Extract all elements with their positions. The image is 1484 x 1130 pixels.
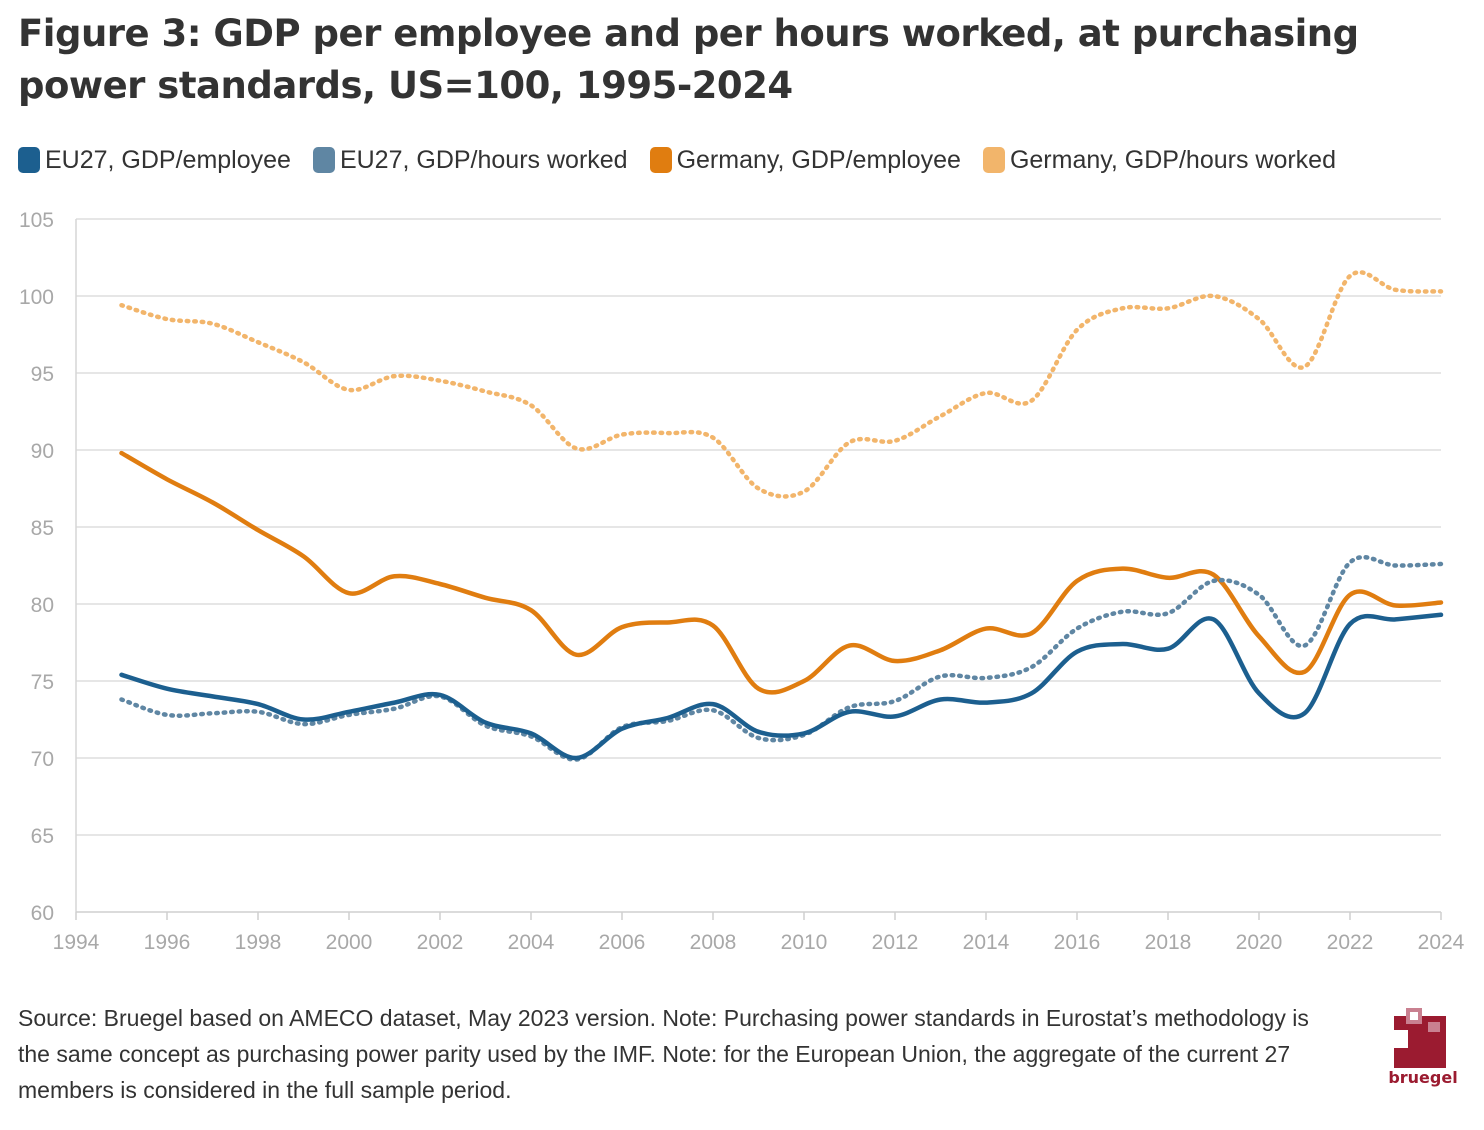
x-tick-label: 2014 <box>963 931 1010 954</box>
legend-item-germany-gdp-employee: Germany, GDP/employee <box>649 145 961 175</box>
series-line-germany-gdp-employee <box>119 450 1444 695</box>
x-tick-label: 2010 <box>781 931 828 954</box>
bruegel-logo-text: bruegel <box>1388 1068 1458 1087</box>
y-tick-label: 70 <box>31 748 54 771</box>
y-tick-label: 65 <box>31 825 54 848</box>
legend-swatch <box>982 147 1005 173</box>
x-tick-label: 1998 <box>235 931 282 954</box>
legend-item-eu27-gdp-hours: EU27, GDP/hours worked <box>312 145 628 175</box>
x-tick-label: 2016 <box>1054 931 1101 954</box>
axes: 60 65 70 75 80 85 90 95 100 105 1994 1996 1998 2000 20… <box>19 209 1465 954</box>
x-tick-label: 1994 <box>53 931 100 954</box>
legend-swatch <box>312 147 335 173</box>
x-tick-label: 2012 <box>872 931 919 954</box>
y-tick-label: 105 <box>19 209 54 232</box>
y-tick-label: 75 <box>31 671 54 694</box>
legend-item-germany-gdp-hours: Germany, GDP/hours worked <box>982 145 1336 175</box>
x-tick-label: 2004 <box>508 931 555 954</box>
gridlines <box>76 218 1441 836</box>
x-tick-label: 2002 <box>417 931 464 954</box>
line-chart: 60 65 70 75 80 85 90 95 100 105 1994 1996 1998 2000 20… <box>19 209 1465 954</box>
legend-label: EU27, GDP/employee <box>45 145 291 174</box>
legend-label: Germany, GDP/employee <box>676 145 961 174</box>
x-tick-label: 1996 <box>144 931 191 954</box>
series-line-eu27-gdp-hours-worked <box>119 554 1444 762</box>
legend-swatch <box>649 147 672 173</box>
x-tick-label: 2022 <box>1327 931 1374 954</box>
series-lines <box>119 270 1444 762</box>
legend-label: EU27, GDP/hours worked <box>339 145 628 174</box>
legend-label: Germany, GDP/hours worked <box>1009 145 1336 174</box>
y-tick-label: 100 <box>19 286 54 309</box>
y-tick-label: 80 <box>31 594 54 617</box>
x-tick-label: 2020 <box>1236 931 1283 954</box>
series-line-germany-gdp-hours-worked <box>119 270 1444 499</box>
x-tick-label: 2000 <box>326 931 373 954</box>
legend-item-eu27-gdp-employee: EU27, GDP/employee <box>18 146 291 175</box>
y-tick-label: 90 <box>31 440 54 463</box>
x-tick-label: 2024 <box>1418 931 1465 954</box>
y-tick-label: 60 <box>31 902 54 925</box>
chart-title: Figure 3: GDP per employee and per hours… <box>18 12 1359 107</box>
y-tick-label: 85 <box>31 517 54 540</box>
legend-swatch <box>18 147 40 173</box>
series-line-eu27-gdp-employee <box>119 612 1444 761</box>
source-note: Source: Bruegel based on AMECO dataset, … <box>18 1005 1309 1103</box>
x-tick-label: 2006 <box>599 931 646 954</box>
bruegel-logo: bruegel <box>1388 1006 1458 1096</box>
chart-legend: EU27, GDP/employee EU27, GDP/hours worke… <box>18 142 1358 178</box>
bruegel-logo-mark <box>1394 1008 1446 1068</box>
x-tick-label: 2008 <box>690 931 737 954</box>
y-tick-label: 95 <box>31 363 54 386</box>
x-tick-label: 2018 <box>1145 931 1192 954</box>
